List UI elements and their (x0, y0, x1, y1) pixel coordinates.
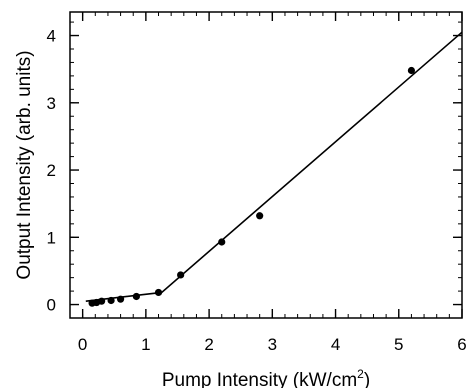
data-point (407, 66, 416, 75)
y-tick-label: 4 (47, 27, 56, 46)
x-axis-label: Pump Intensity (kW/cm2) (162, 367, 370, 388)
y-tick-label: 2 (47, 161, 56, 180)
data-point (218, 238, 226, 246)
y-axis-label: Output Intensity (arb. units) (14, 50, 35, 279)
data-point (132, 292, 140, 301)
x-tick-label: 2 (204, 335, 213, 354)
data-point (256, 212, 264, 220)
y-tick-label: 1 (47, 228, 56, 247)
x-axis-label-superscript: 2 (357, 367, 364, 381)
x-tick-label: 3 (268, 335, 277, 354)
x-axis-label-main: Pump Intensity (kW/cm (162, 370, 357, 388)
x-axis-label-suffix: ) (364, 370, 370, 388)
x-tick-label: 0 (78, 335, 87, 354)
x-tick-label: 1 (141, 335, 150, 354)
plot-frame (69, 11, 463, 319)
y-tick-label: 0 (47, 296, 56, 315)
x-tick-label: 6 (457, 335, 466, 354)
fit-line (85, 31, 463, 302)
x-tick-label: 5 (394, 335, 403, 354)
plot-area: 0 1 2 3 4 5 6 0 1 2 3 4 (47, 11, 467, 354)
y-tick-label: 3 (47, 94, 56, 113)
x-tick-label: 4 (331, 335, 340, 354)
